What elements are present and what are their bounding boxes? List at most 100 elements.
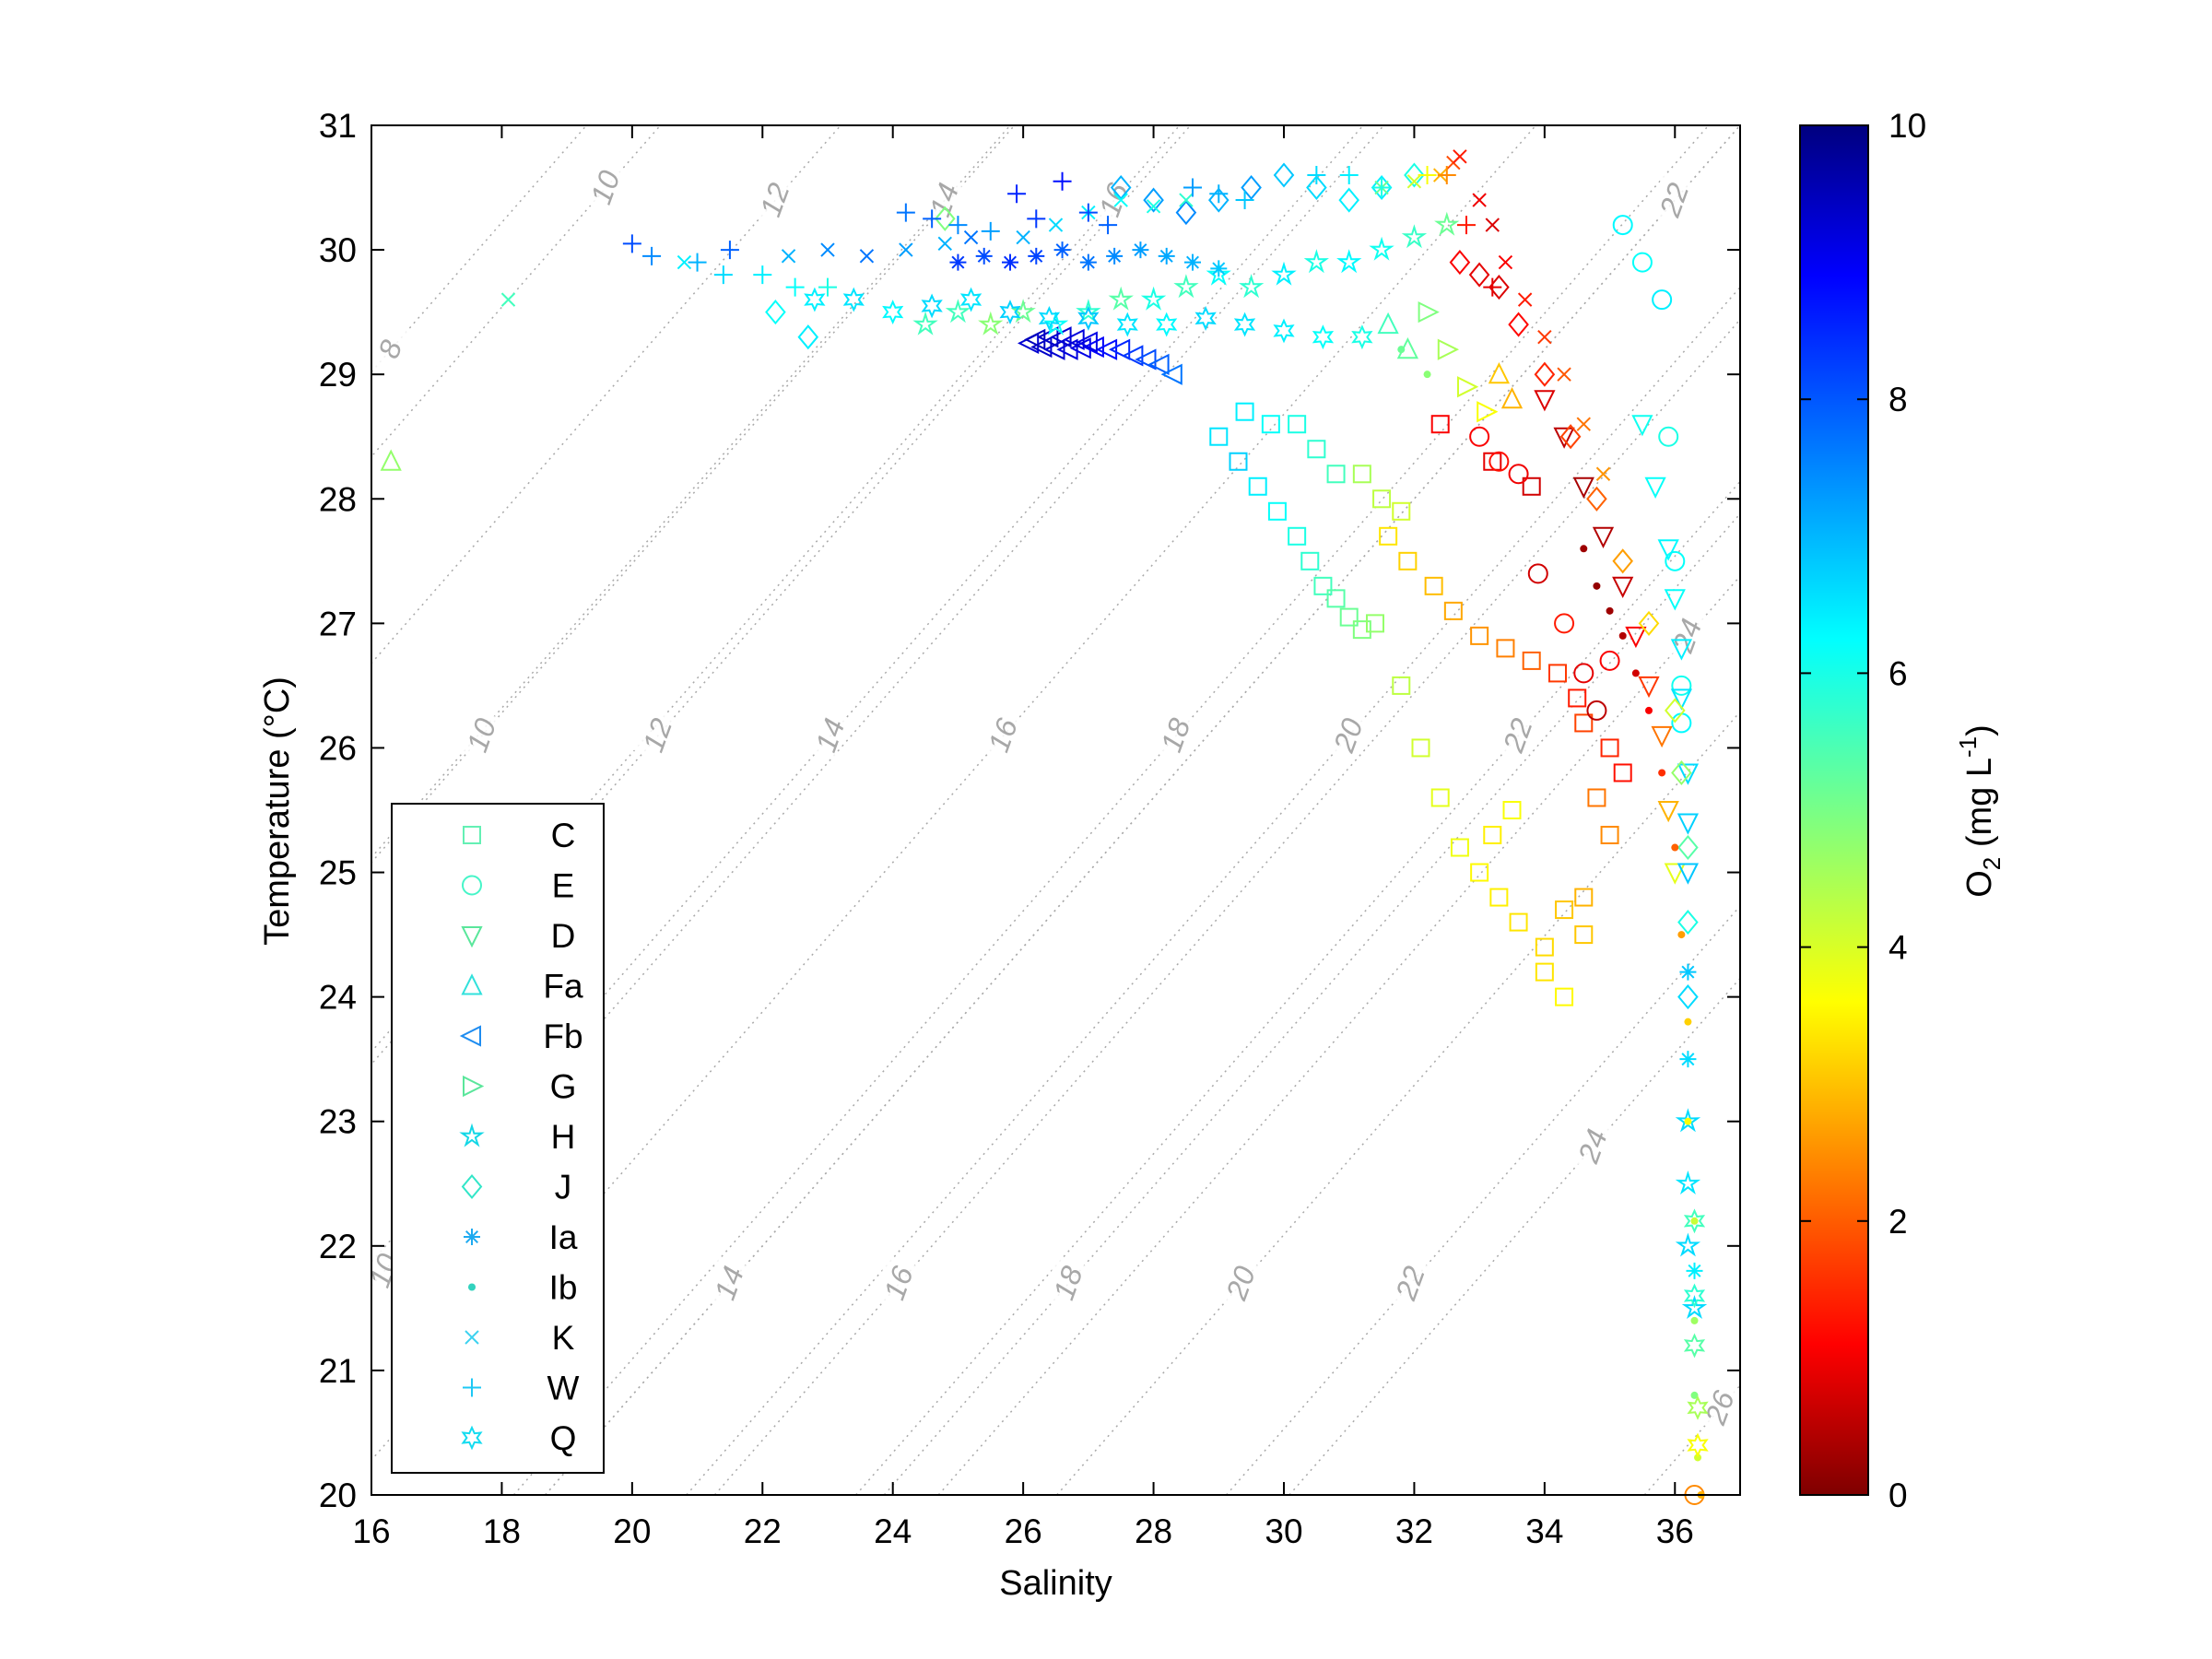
point-w (642, 246, 662, 265)
point-h (1401, 224, 1428, 249)
point-q (1312, 324, 1335, 350)
isopycnal-label-bg (1693, 1380, 1739, 1433)
point-j (934, 206, 956, 231)
colorbar-tick-label: 10 (1888, 107, 1926, 145)
point-ib (1631, 669, 1640, 677)
legend-marker-d (461, 926, 483, 948)
point-c (1535, 962, 1554, 982)
y-axis: 20 21 22 23 24 25 26 27 28 29 30 31 (319, 107, 1740, 1514)
point-c (1379, 526, 1398, 546)
point-e (1469, 426, 1490, 447)
y-tick-label: 20 (319, 1477, 357, 1514)
point-j (1534, 361, 1556, 387)
point-j (1612, 548, 1634, 574)
point-k (1517, 292, 1533, 307)
point-q (999, 300, 1021, 324)
legend-marker-q (461, 1425, 483, 1451)
point-d (1638, 676, 1660, 699)
point-h (1206, 261, 1231, 286)
point-ib (1690, 1217, 1699, 1225)
colorbar-gradient (1800, 125, 1868, 1495)
point-c (1568, 688, 1587, 708)
point-d (1572, 477, 1594, 500)
point-g (1477, 401, 1499, 423)
point-j (1404, 162, 1425, 188)
point-q (1156, 312, 1178, 337)
y-tick-label: 30 (319, 231, 357, 269)
point-q (1687, 1432, 1709, 1458)
point-ia (1184, 253, 1201, 271)
point-q (842, 287, 865, 312)
legend-label-g: G (550, 1068, 577, 1106)
point-c (1352, 620, 1371, 640)
point-g (1457, 376, 1479, 398)
legend: CED Fa Fb GHJ Ia Ib KWQ (391, 803, 605, 1474)
point-ia (1686, 1262, 1703, 1279)
point-k (859, 249, 875, 264)
point-ia (1679, 1051, 1697, 1068)
point-q (1038, 305, 1061, 331)
isopycnal-label-bg (918, 171, 963, 225)
isopycnal-label-bg (977, 707, 1022, 760)
legend-label-j: J (555, 1169, 572, 1206)
point-e (1612, 215, 1633, 236)
point-fb (1122, 345, 1144, 367)
y-tick-label: 23 (319, 1103, 357, 1141)
point-c (1535, 937, 1554, 957)
point-ib (1593, 582, 1601, 590)
point-d (1534, 390, 1556, 412)
point-k (937, 236, 952, 252)
point-c (1548, 664, 1567, 683)
x-axis: 16 18 20 22 24 26 28 30 32 34 36 (352, 125, 1694, 1550)
colorbar-tick-label: 0 (1888, 1477, 1908, 1514)
isopycnal-label-bg (364, 322, 409, 374)
point-ia (1158, 247, 1175, 265)
colorbar-tick-label: 4 (1888, 929, 1908, 967)
point-j (1677, 834, 1699, 861)
point-j (1638, 610, 1660, 636)
point-k (1576, 417, 1591, 431)
point-j (1664, 698, 1686, 724)
point-ib (1690, 1391, 1699, 1399)
point-h (1042, 311, 1069, 335)
legend-label-fa: Fa (543, 968, 583, 1006)
y-tick-label: 29 (319, 356, 357, 394)
point-k (1557, 367, 1571, 382)
point-c (1522, 477, 1541, 496)
point-w (1078, 203, 1098, 222)
legend-label-d: D (551, 917, 576, 955)
point-c (1555, 900, 1574, 920)
point-e (1631, 252, 1653, 273)
colorbar-frame (1799, 124, 1869, 1496)
y-tick-label: 21 (319, 1352, 357, 1390)
point-ib (1580, 545, 1588, 553)
isopycnal-label-bg (631, 707, 677, 760)
colorbar-ticks: 0 2 4 6 8 10 (1800, 107, 1926, 1514)
point-j (1559, 424, 1582, 450)
y-tick-label: 22 (319, 1228, 357, 1265)
x-tick-label: 36 (1656, 1512, 1694, 1550)
point-k (677, 254, 692, 270)
isopycnal-label-bg (579, 159, 625, 213)
point-w (818, 277, 837, 297)
y-tick-label: 31 (319, 107, 357, 145)
point-c (1326, 465, 1346, 484)
point-h (1675, 1170, 1701, 1194)
point-fb (1147, 353, 1170, 376)
point-d (1657, 801, 1679, 823)
x-tick-label: 20 (613, 1512, 651, 1550)
point-h (1239, 274, 1265, 299)
point-q (1233, 312, 1256, 337)
point-h (978, 311, 1004, 335)
point-j (1449, 250, 1471, 276)
point-ib (1677, 931, 1686, 939)
point-c (1209, 427, 1229, 446)
point-c (1235, 402, 1254, 421)
legend-label-w: W (547, 1370, 580, 1407)
point-q (1194, 305, 1217, 331)
point-k (1595, 466, 1611, 481)
point-k (1453, 149, 1467, 164)
point-w (981, 221, 1000, 241)
point-c (1489, 888, 1509, 907)
point-j (1677, 984, 1699, 1010)
